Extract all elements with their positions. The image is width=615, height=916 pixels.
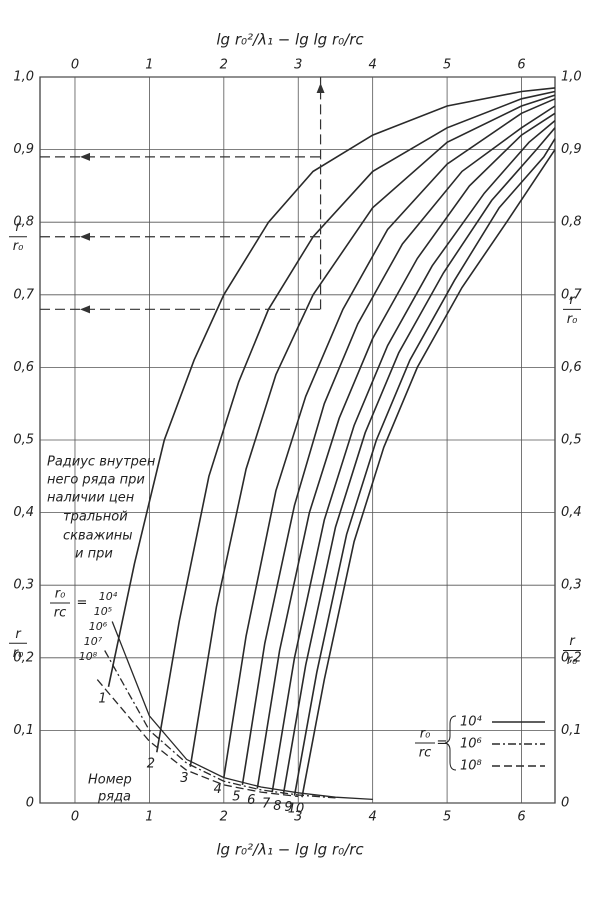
y-label-den: r₀ (567, 653, 578, 668)
guide-arrow (316, 83, 325, 93)
x-tick-label: 2 (220, 810, 228, 825)
y-label-den: r₀ (13, 646, 24, 661)
row-curve (223, 98, 556, 778)
top-axis-label: lg r₀²/λ₁ − lg lg r₀/rc (216, 31, 364, 49)
ratio-label: 10⁴ (99, 590, 118, 603)
y-tick-label: 0,4 (13, 505, 34, 520)
x-tick-label: 0 (71, 810, 79, 825)
annotation: него ряда при (47, 473, 145, 488)
y-label-num: r (15, 627, 22, 642)
top-tick-label: 6 (517, 58, 525, 73)
top-tick-label: 5 (443, 58, 451, 73)
y2-tick-label: 1,0 (561, 70, 582, 85)
row-caption: ряда (97, 790, 131, 805)
ratio-label: 10⁵ (94, 605, 112, 618)
y-label-num: r (569, 634, 576, 649)
row-label: 10 (288, 802, 305, 817)
y-tick-label: 1,0 (13, 70, 34, 85)
legend-label: 10⁶ (460, 737, 482, 752)
legend-brace (444, 715, 457, 771)
y-tick-label: 0,8 (13, 215, 34, 230)
row-curve (156, 90, 556, 753)
y2-tick-label: 0,3 (561, 578, 582, 593)
y-label-den: r₀ (567, 312, 578, 327)
y-label-num: r (569, 293, 576, 308)
x-tick-label: 3 (294, 810, 302, 825)
x-tick-label: 1 (145, 810, 153, 825)
row-label: 9 (284, 800, 292, 815)
ratio-label: 10⁸ (79, 650, 98, 663)
guide-arrow (80, 232, 90, 241)
top-tick-label: 3 (294, 58, 302, 73)
row-curve (107, 87, 556, 687)
row-label: 2 (147, 757, 155, 772)
row-caption: Номер (88, 773, 132, 788)
legend-ratio-num: r₀ (420, 727, 431, 742)
annotation: и при (75, 547, 113, 562)
top-tick-label: 0 (71, 58, 79, 73)
ratio-eq: = (77, 596, 88, 611)
y-tick-label: 0,1 (13, 723, 34, 738)
row-curve (271, 119, 556, 793)
row-curve (256, 112, 556, 789)
annotation: тральной (63, 510, 128, 525)
row-label: 6 (247, 793, 255, 808)
y-label-den: r₀ (13, 239, 24, 254)
row-curve (301, 149, 556, 798)
y2-tick-label: 0,1 (561, 723, 582, 738)
y2-tick-label: 0,6 (561, 360, 582, 375)
y-label-num: r (15, 220, 22, 235)
y-tick-label: 0,5 (13, 433, 34, 448)
row-curve (293, 138, 556, 796)
y-tick-label: 0 (26, 796, 34, 811)
y2-tick-label: 0,9 (561, 142, 582, 157)
start-locus (104, 650, 336, 799)
row-label: 3 (180, 771, 188, 786)
row-label: 4 (214, 782, 222, 797)
ratio-label: 10⁶ (89, 620, 108, 633)
annotation: наличии цен (47, 491, 135, 506)
legend-ratio-den: rc (419, 746, 432, 761)
x-tick-label: 4 (369, 810, 377, 825)
ratio-num: r₀ (55, 587, 66, 602)
y-tick-label: 0,6 (13, 360, 34, 375)
x-tick-label: 6 (517, 810, 525, 825)
legend-label: 10⁴ (460, 715, 483, 730)
annotation: скважины (63, 529, 133, 544)
legend-label: 10⁸ (460, 759, 482, 774)
top-tick-label: 2 (220, 58, 228, 73)
y-tick-label: 0,7 (13, 287, 34, 302)
y2-tick-label: 0,5 (561, 433, 582, 448)
ratio-label: 10⁷ (84, 635, 103, 648)
row-curve (189, 94, 556, 767)
y-tick-label: 0,2 (13, 650, 34, 665)
start-locus (96, 679, 299, 798)
annotation: Радиус внутрен (47, 455, 156, 470)
top-tick-label: 1 (145, 58, 153, 73)
y-tick-label: 0,3 (13, 578, 34, 593)
y2-tick-label: 0,4 (561, 505, 582, 520)
y2-tick-label: 0,7 (561, 287, 582, 302)
y-tick-label: 0,9 (13, 142, 34, 157)
y2-tick-label: 0 (561, 796, 569, 811)
y2-tick-label: 0,2 (561, 650, 582, 665)
start-locus (111, 621, 373, 801)
guide-arrow (80, 305, 90, 314)
x-axis-label: lg r₀²/λ₁ − lg lg r₀/rc (216, 841, 364, 859)
row-curve (241, 105, 556, 786)
row-label: 8 (273, 799, 281, 814)
row-curve (282, 127, 556, 795)
ratio-den: rc (54, 606, 67, 621)
legend-eq: = (437, 736, 448, 751)
y2-tick-label: 0,8 (561, 215, 582, 230)
top-tick-label: 4 (369, 58, 377, 73)
guide-arrow (80, 152, 90, 161)
row-label: 1 (98, 691, 106, 706)
row-label: 7 (262, 797, 271, 812)
x-tick-label: 5 (443, 810, 451, 825)
row-label: 5 (232, 789, 240, 804)
